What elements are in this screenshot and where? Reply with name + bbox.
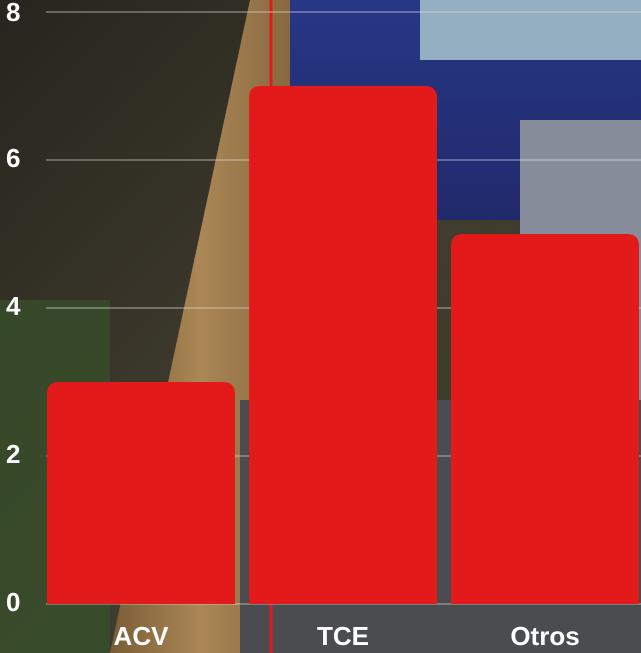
x-tick-label: Otros [510,621,579,651]
bar [451,234,639,604]
y-tick-label: 6 [6,143,20,173]
y-tick-label: 4 [6,291,21,321]
y-tick-label: 0 [6,587,20,617]
bar [249,86,437,604]
y-tick-label: 2 [6,439,20,469]
x-tick-label: TCE [317,621,369,651]
x-tick-label: ACV [114,621,170,651]
bar [47,382,235,604]
y-tick-label: 8 [6,0,20,27]
